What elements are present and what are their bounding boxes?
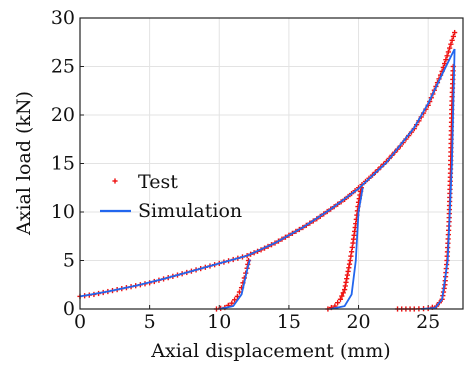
y-tick-label: 0 <box>63 298 75 320</box>
x-tick-label: 0 <box>74 311 86 333</box>
test-point <box>347 257 353 264</box>
grid <box>79 17 463 310</box>
x-tick-label: 15 <box>277 311 301 333</box>
test-point <box>231 297 238 303</box>
y-tick-label: 5 <box>63 250 75 272</box>
test-point <box>348 249 355 255</box>
legend-test-marker <box>112 178 118 184</box>
simulation-line <box>79 48 456 298</box>
series-test <box>77 29 458 312</box>
test-point <box>340 290 346 296</box>
x-ticks: 0 5 10 15 20 25 <box>74 305 440 333</box>
test-point <box>448 41 454 47</box>
test-point <box>447 45 453 51</box>
x-tick-label: 25 <box>416 311 440 333</box>
test-point <box>337 296 344 302</box>
test-point <box>229 300 235 306</box>
test-point <box>449 37 455 43</box>
legend-test-cross <box>112 178 118 184</box>
y-tick-label: 30 <box>51 7 75 29</box>
y-tick-label: 25 <box>51 56 75 78</box>
test-point <box>452 29 458 36</box>
test-point <box>335 300 341 306</box>
plot-series <box>77 29 458 312</box>
test-point <box>443 57 449 63</box>
test-point <box>339 293 345 299</box>
y-axis-label: Axial load (kN) <box>13 91 35 236</box>
y-ticks: 0 5 10 15 20 25 30 <box>51 7 84 320</box>
legend-simulation-label: Simulation <box>138 200 242 222</box>
x-tick-label: 10 <box>207 311 231 333</box>
simulation-line <box>421 48 456 310</box>
y-tick-label: 15 <box>51 153 75 175</box>
test-point <box>445 49 451 55</box>
x-axis-label: Axial displacement (mm) <box>150 340 390 362</box>
y-tick-label: 20 <box>51 104 75 126</box>
test-point <box>450 33 456 40</box>
x-tick-label: 20 <box>346 311 370 333</box>
test-point <box>349 244 355 251</box>
test-point <box>442 60 448 67</box>
legend: Test Simulation <box>100 171 242 222</box>
plot-frame <box>79 17 464 310</box>
x-tick-label: 5 <box>144 311 156 333</box>
y-tick-label: 10 <box>51 201 75 223</box>
legend-test-label: Test <box>138 171 178 193</box>
test-point <box>348 253 354 259</box>
series-simulation <box>79 48 456 310</box>
simulation-line <box>330 187 364 310</box>
test-point <box>236 289 243 295</box>
simulation-line <box>219 259 251 310</box>
test-point <box>444 53 450 59</box>
